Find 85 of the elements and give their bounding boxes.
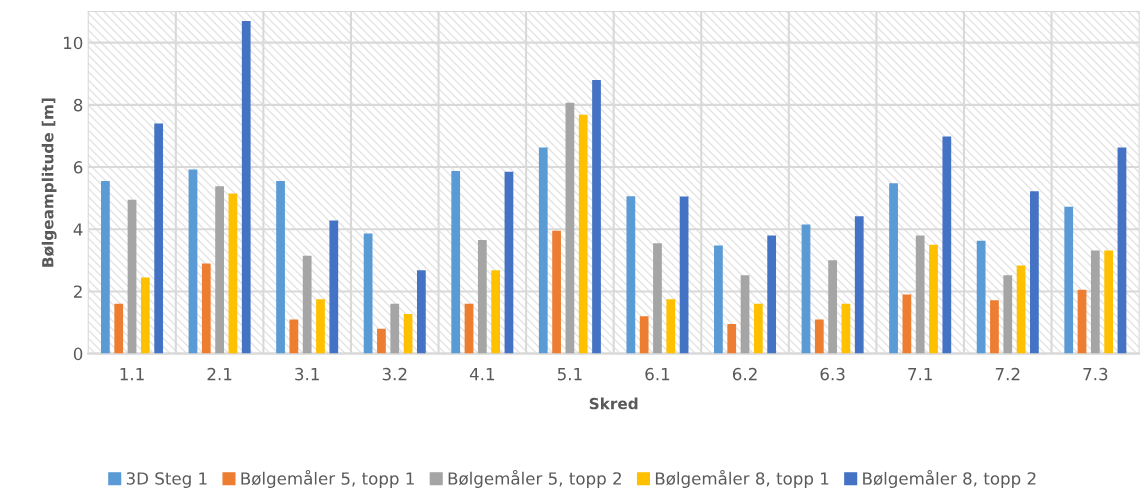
bar: [1104, 250, 1114, 354]
bar: [990, 300, 999, 354]
bar: [201, 263, 211, 354]
bar: [140, 277, 150, 354]
bar: [814, 319, 824, 354]
bar: [477, 240, 487, 354]
bar: [639, 316, 649, 354]
x-tick-label: 4.1: [469, 368, 495, 381]
bar: [363, 233, 373, 354]
bar: [626, 196, 636, 354]
x-tick-label: 6.2: [732, 367, 757, 381]
bar: [114, 303, 124, 354]
bar: [565, 102, 575, 354]
x-tick-label: 3.2: [382, 367, 407, 381]
x-tick-label: 7.2: [995, 367, 1020, 381]
bar: [740, 275, 750, 354]
bar: [403, 314, 413, 354]
y-tick-label: 2: [74, 285, 82, 298]
bar: [276, 181, 285, 354]
bar: [929, 244, 938, 354]
bar: [801, 224, 811, 354]
bar: [1064, 206, 1074, 354]
bar: [1003, 275, 1013, 354]
x-tick-label: 5.1: [557, 368, 582, 381]
bar: [854, 216, 864, 354]
bar: [1077, 289, 1087, 354]
x-tick-label: 7.3: [1083, 367, 1108, 381]
bar: [289, 319, 299, 354]
bar: [188, 169, 198, 354]
bar: [316, 299, 325, 354]
bar: [1090, 250, 1100, 354]
bar: [491, 270, 501, 354]
y-tick-label: 10: [64, 36, 83, 50]
bar: [1117, 147, 1127, 354]
bar: [504, 171, 514, 354]
bar: [1030, 191, 1039, 354]
legend-label: Bølgemåler 8, topp 1: [655, 469, 829, 488]
bar: [942, 136, 952, 354]
bar: [538, 147, 548, 354]
bar: [464, 303, 474, 354]
bar: [377, 328, 386, 354]
bar: [592, 79, 601, 354]
x-tick-label: 3.1: [295, 367, 319, 381]
bar: [302, 255, 312, 354]
bar: [679, 196, 689, 354]
bar: [578, 114, 588, 354]
bar: [902, 294, 912, 354]
y-tick-label: 4: [73, 223, 83, 236]
bar: [127, 199, 137, 354]
bar: [666, 299, 676, 354]
bar: [828, 260, 837, 354]
bar: [753, 303, 763, 354]
x-axis-title: Skred: [589, 397, 638, 410]
legend-label: Bølgemåler 5, topp 1: [241, 469, 414, 488]
bar: [416, 270, 426, 354]
x-tick-label: 6.1: [645, 367, 670, 381]
y-tick-label: 0: [73, 347, 83, 361]
x-tick-label: 7.1: [908, 368, 932, 381]
legend-label: Bølgemåler 5, topp 2: [448, 469, 621, 488]
legend-label: 3D Steg 1: [126, 472, 207, 488]
bar: [552, 230, 561, 354]
bar: [714, 245, 723, 354]
y-axis-title: Bølgeamplitude [m]: [41, 98, 57, 267]
y-tick-label: 8: [73, 98, 83, 112]
legend-label: Bølgemåler 8, topp 2: [863, 469, 1036, 488]
bar: [154, 123, 164, 354]
bar: [215, 186, 224, 354]
bar: [889, 183, 898, 354]
bar: [329, 220, 339, 354]
bar: [653, 243, 662, 354]
bar: [976, 240, 986, 354]
bar: [915, 235, 925, 354]
bar: [841, 303, 851, 354]
y-tick-label: 6: [73, 161, 83, 174]
bar: [1016, 265, 1026, 354]
bar: [241, 20, 251, 354]
bar: [101, 181, 110, 354]
bar: [451, 171, 461, 354]
x-tick-label: 1.1: [120, 368, 144, 381]
bar: [228, 193, 238, 354]
bar: [767, 235, 777, 354]
bar: [390, 303, 400, 354]
x-tick-label: 6.3: [820, 367, 845, 381]
x-tick-label: 2.1: [207, 367, 232, 381]
bar: [727, 324, 737, 354]
